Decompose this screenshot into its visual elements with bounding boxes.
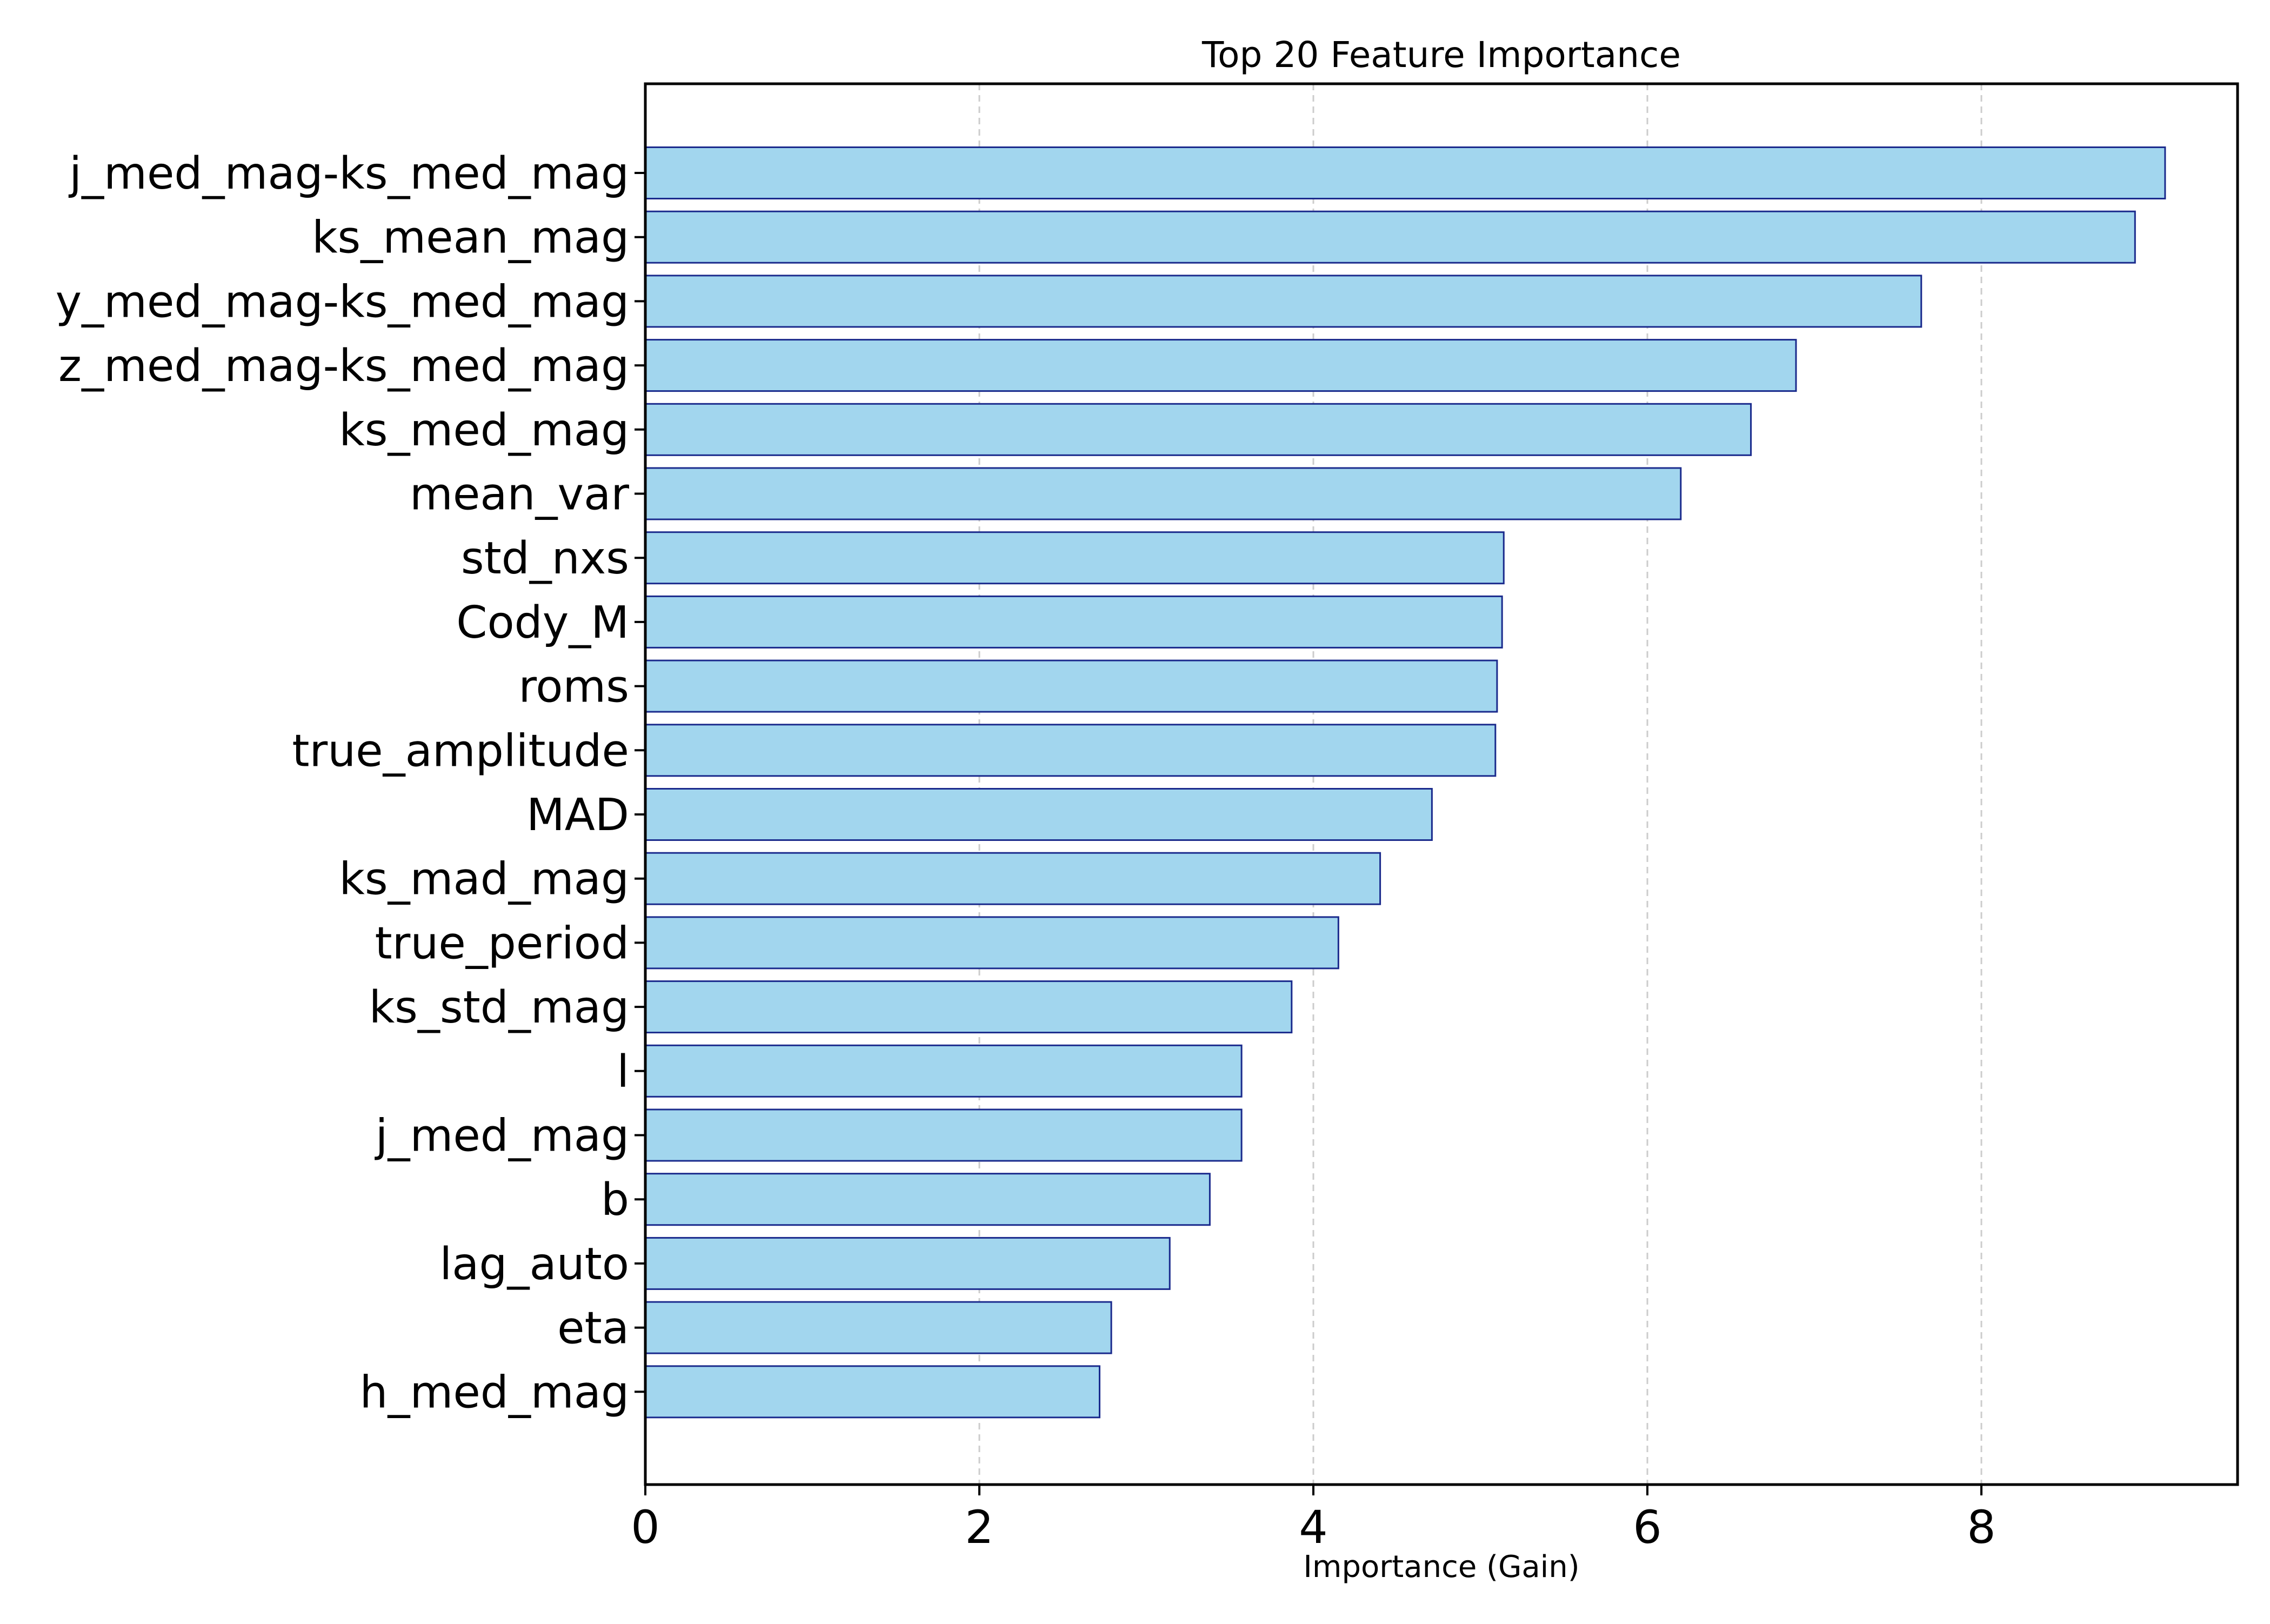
- bar-l: [644, 1044, 1243, 1098]
- y-axis-ticks: j_med_mag-ks_med_mag ks_mean_mag y_med_mag…: [56, 148, 645, 1418]
- x-tick-label: 8: [1967, 1501, 1995, 1554]
- x-tick-label: 6: [1633, 1501, 1661, 1554]
- chart-title: Top 20 Feature Importance: [1201, 34, 1681, 76]
- y-tick-label: z_med_mag-ks_med_mag: [58, 340, 629, 392]
- bar-Cody_M: [644, 595, 1503, 649]
- x-axis-ticks: 0 2 4 6 8: [631, 1485, 1996, 1554]
- bar-eta: [644, 1301, 1112, 1354]
- y-tick-label: std_nxs: [461, 533, 629, 584]
- bars: [644, 146, 2166, 1419]
- y-tick-label: l: [617, 1046, 629, 1098]
- y-tick-label: j_med_mag: [375, 1111, 629, 1162]
- bar-ks_std_mag: [644, 980, 1293, 1034]
- y-tick-label: eta: [557, 1303, 629, 1354]
- bar-j_med_mag: [644, 1108, 1243, 1162]
- bar-ks_med_mag: [644, 403, 1752, 456]
- bar-true_amplitude: [644, 724, 1497, 777]
- bar-b: [644, 1173, 1211, 1226]
- bar-mean_var: [644, 467, 1682, 520]
- y-tick-label: b: [601, 1174, 629, 1226]
- y-tick-label: y_med_mag-ks_med_mag: [56, 276, 629, 328]
- y-tick-label: j_med_mag-ks_med_mag: [68, 148, 629, 199]
- y-tick-label: ks_mean_mag: [312, 212, 629, 264]
- y-tick-label: Cody_M: [456, 597, 629, 649]
- bar-h_med_mag: [644, 1365, 1100, 1419]
- bar-z_med_mag-ks_med_mag: [644, 339, 1797, 392]
- bar-y_med_mag-ks_med_mag: [644, 275, 1922, 328]
- bar-MAD: [644, 788, 1433, 841]
- y-tick-label: lag_auto: [439, 1239, 629, 1290]
- y-tick-label: mean_var: [410, 469, 629, 520]
- y-tick-label: ks_med_mag: [339, 405, 629, 456]
- bar-roms: [644, 659, 1498, 713]
- y-tick-label: ks_mad_mag: [339, 854, 629, 905]
- bar-lag_auto: [644, 1237, 1171, 1290]
- bar-j_med_mag-ks_med_mag: [644, 146, 2166, 199]
- x-axis-label: Importance (Gain): [1303, 1549, 1579, 1585]
- y-tick-label: ks_std_mag: [369, 982, 629, 1033]
- bar-std_nxs: [644, 531, 1505, 585]
- x-tick-label: 0: [631, 1501, 659, 1554]
- y-tick-label: true_period: [375, 918, 630, 969]
- bar-true_period: [644, 916, 1339, 970]
- y-tick-label: MAD: [526, 790, 629, 841]
- y-tick-label: h_med_mag: [359, 1367, 629, 1418]
- bar-ks_mean_mag: [644, 210, 2136, 264]
- y-tick-label: true_amplitude: [292, 725, 629, 777]
- x-tick-label: 2: [965, 1501, 993, 1554]
- plot-frame: [644, 82, 2239, 1486]
- y-tick-label: roms: [518, 661, 629, 713]
- x-tick-label: 4: [1299, 1501, 1327, 1554]
- bar-ks_mad_mag: [644, 852, 1381, 905]
